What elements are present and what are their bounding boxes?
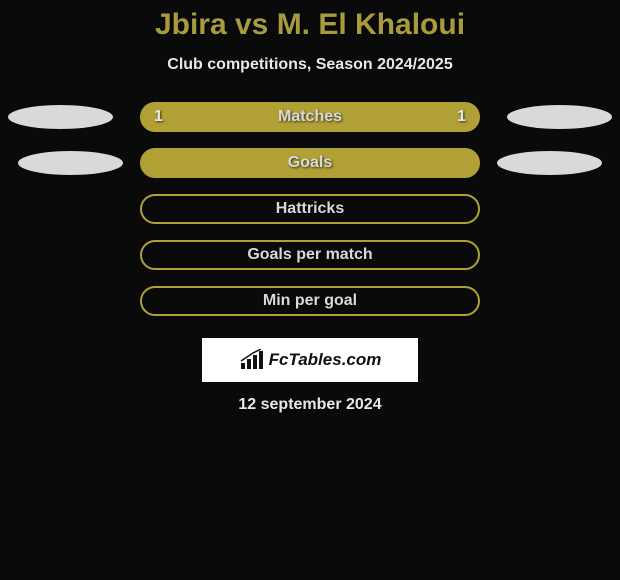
- stat-label: Goals: [288, 154, 332, 172]
- chart-icon: [239, 349, 265, 371]
- stat-label: Min per goal: [263, 292, 357, 310]
- date-label: 12 september 2024: [238, 396, 381, 414]
- logo-box: FcTables.com: [202, 338, 418, 382]
- logo-text: FcTables.com: [269, 350, 382, 370]
- stat-label: Goals per match: [247, 246, 372, 264]
- player-left-ellipse: [18, 151, 123, 175]
- logo: FcTables.com: [239, 349, 382, 371]
- stat-bar: Goals: [140, 148, 480, 178]
- stat-row-matches: 1 Matches 1: [0, 102, 620, 132]
- stat-row-goals: Goals: [0, 148, 620, 178]
- stat-bar: Goals per match: [140, 240, 480, 270]
- stat-row-hattricks: Hattricks: [0, 194, 620, 224]
- player-left-ellipse: [8, 105, 113, 129]
- stat-row-gpm: Goals per match: [0, 240, 620, 270]
- stat-bar: 1 Matches 1: [140, 102, 480, 132]
- stat-value-left: 1: [154, 108, 163, 126]
- page-title: Jbira vs M. El Khaloui: [155, 8, 465, 42]
- stat-row-mpg: Min per goal: [0, 286, 620, 316]
- stat-value-right: 1: [457, 108, 466, 126]
- subtitle: Club competitions, Season 2024/2025: [167, 56, 452, 74]
- stat-bar: Min per goal: [140, 286, 480, 316]
- stat-label: Matches: [278, 108, 342, 126]
- player-right-ellipse: [507, 105, 612, 129]
- comparison-container: Jbira vs M. El Khaloui Club competitions…: [0, 0, 620, 414]
- stat-bar: Hattricks: [140, 194, 480, 224]
- stat-label: Hattricks: [276, 200, 344, 218]
- player-right-ellipse: [497, 151, 602, 175]
